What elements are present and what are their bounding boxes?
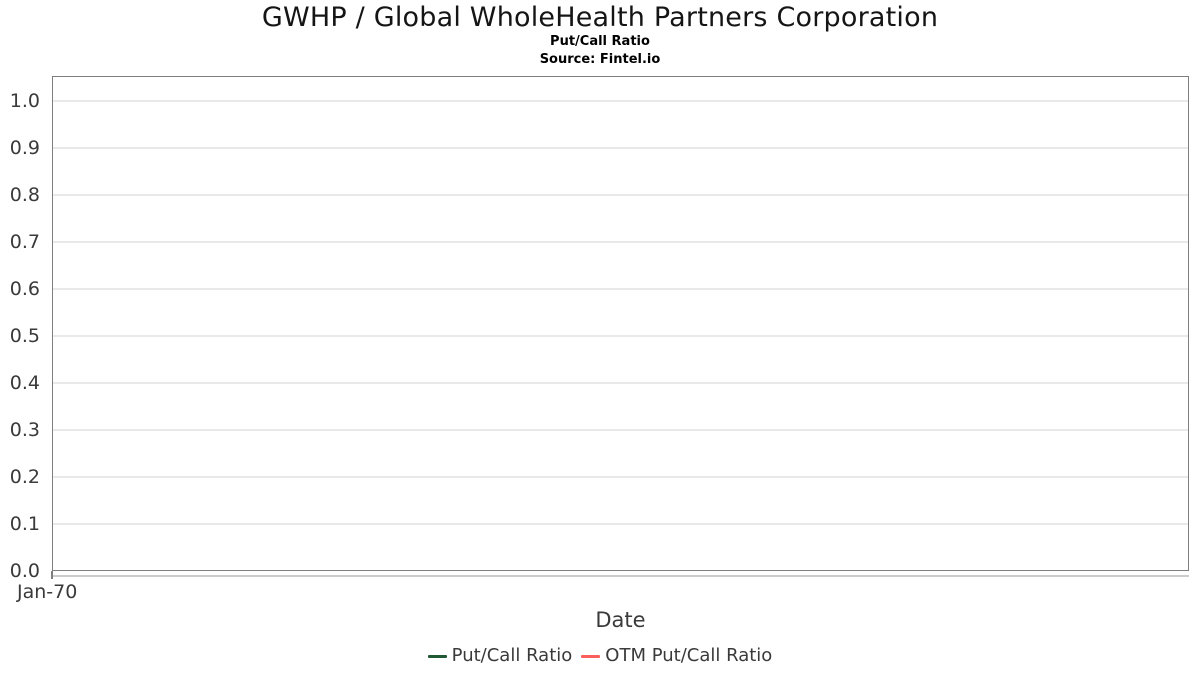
- y-axis-tick-label: 0.8: [9, 184, 40, 206]
- legend-item-label: Put/Call Ratio: [451, 645, 573, 666]
- y-axis-tick-label: 0.1: [9, 513, 40, 535]
- legend-item-label: OTM Put/Call Ratio: [605, 645, 773, 666]
- y-axis-tick-label: 1.0: [9, 90, 40, 112]
- gridline: [53, 100, 1188, 102]
- gridline: [53, 523, 1188, 525]
- y-axis-tick-label: 0.9: [9, 137, 40, 159]
- plot-area: [52, 76, 1189, 571]
- gridline: [53, 241, 1188, 243]
- y-axis-tick-label: 0.0: [9, 560, 40, 582]
- gridline: [53, 288, 1188, 290]
- x-axis-tick-mark: [51, 571, 53, 579]
- gridline: [53, 382, 1188, 384]
- legend-item-put-call-ratio[interactable]: Put/Call Ratio: [427, 645, 573, 667]
- y-axis-tick-label: 0.4: [9, 372, 40, 394]
- x-axis-line: [52, 575, 1189, 577]
- y-axis-tick-label: 0.6: [9, 278, 40, 300]
- gridline: [53, 147, 1188, 149]
- x-axis-title: Date: [595, 608, 646, 632]
- y-axis: 0.0 0.1 0.2 0.3 0.4 0.5 0.6 0.7 0.8 0.9 1.0: [0, 0, 46, 675]
- y-axis-tick-label: 0.3: [9, 419, 40, 441]
- y-axis-tick-label: 0.7: [9, 231, 40, 253]
- gridline: [53, 194, 1188, 196]
- x-axis-tick-label: Jan-70: [17, 581, 78, 603]
- y-axis-tick-label: 0.5: [9, 325, 40, 347]
- y-axis-tick-label: 0.2: [9, 466, 40, 488]
- gridline: [53, 335, 1188, 337]
- chart-title: GWHP / Global WholeHealth Partners Corpo…: [261, 2, 939, 33]
- line-swatch-icon: [427, 654, 447, 658]
- chart-subtitle: Put/Call Ratio: [550, 34, 650, 49]
- gridline: [53, 429, 1188, 431]
- line-swatch-icon: [581, 654, 601, 658]
- gridline: [53, 476, 1188, 478]
- legend: Put/Call Ratio OTM Put/Call Ratio: [0, 645, 1200, 667]
- legend-item-otm-put-call-ratio[interactable]: OTM Put/Call Ratio: [581, 645, 772, 667]
- chart-source-label: Source: Fintel.io: [539, 52, 661, 67]
